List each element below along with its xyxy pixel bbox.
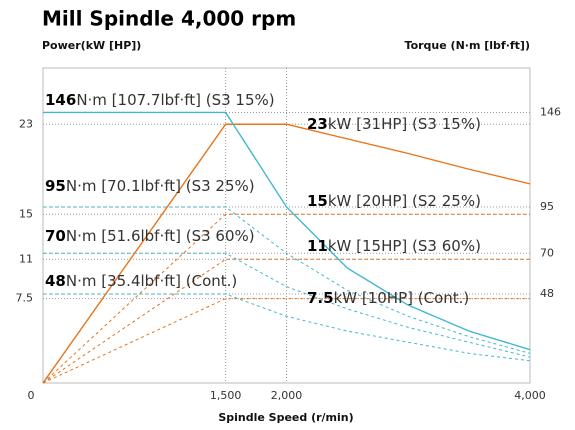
annotation-value: 23 (307, 115, 328, 133)
y2-tick-label: 146 (540, 105, 561, 118)
annotation-value: 48 (45, 272, 66, 290)
y-tick-label: 11 (19, 252, 33, 265)
x-tick-label: 4,000 (514, 389, 546, 402)
annotation-text: N·m [51.6lbf·ft] (S3 60%) (66, 227, 255, 245)
annotation-text: N·m [70.1lbf·ft] (S3 25%) (66, 177, 255, 195)
annotation-text: kW [10HP] (Cont.) (334, 289, 470, 307)
y2-tick-label: 95 (540, 200, 554, 213)
y2-tick-label: 70 (540, 246, 554, 259)
x-tick-label: 0 (28, 389, 35, 402)
y-axis-label: Power(kW [HP]) (42, 39, 141, 52)
annotation: 146N·m [107.7lbf·ft] (S3 15%) (45, 91, 275, 109)
annotation-text: kW [31HP] (S3 15%) (328, 115, 481, 133)
curve (42, 298, 530, 384)
annotation-text: N·m [35.4lbf·ft] (Cont.) (66, 272, 237, 290)
curve (42, 258, 530, 384)
y2-tick-label: 48 (540, 287, 554, 300)
curve (42, 213, 530, 384)
annotation: 48N·m [35.4lbf·ft] (Cont.) (45, 272, 237, 290)
annotation-value: 146 (45, 91, 76, 109)
curve (43, 206, 531, 354)
y2-axis-label: Torque (N·m [lbf·ft]) (405, 39, 530, 52)
curve (43, 252, 531, 358)
y-tick-label: 15 (19, 207, 33, 220)
annotation: 15kW [20HP] (S2 25%) (307, 192, 481, 210)
x-axis-label: Spindle Speed (r/min) (218, 411, 353, 424)
curve (42, 123, 531, 384)
curve (43, 293, 531, 362)
annotation: 23kW [31HP] (S3 15%) (307, 115, 481, 133)
y-tick-label: 23 (19, 117, 33, 130)
annotation: 7.5kW [10HP] (Cont.) (307, 289, 469, 307)
annotation-text: kW [20HP] (S2 25%) (328, 192, 481, 210)
annotation: 95N·m [70.1lbf·ft] (S3 25%) (45, 177, 255, 195)
chart-title: Mill Spindle 4,000 rpm (42, 7, 296, 31)
curve (43, 111, 531, 351)
y-tick-label: 7.5 (16, 292, 34, 305)
x-tick-label: 2,000 (271, 389, 303, 402)
annotation-text: N·m [107.7lbf·ft] (S3 15%) (76, 91, 274, 109)
annotation-value: 95 (45, 177, 66, 195)
annotation: 11kW [15HP] (S3 60%) (307, 237, 481, 255)
x-tick-label: 1,500 (210, 389, 242, 402)
annotation-value: 15 (307, 192, 328, 210)
annotation: 70N·m [51.6lbf·ft] (S3 60%) (45, 227, 255, 245)
annotation-value: 70 (45, 227, 66, 245)
annotation-value: 11 (307, 237, 328, 255)
annotation-value: 7.5 (307, 289, 334, 307)
annotation-text: kW [15HP] (S3 60%) (328, 237, 481, 255)
